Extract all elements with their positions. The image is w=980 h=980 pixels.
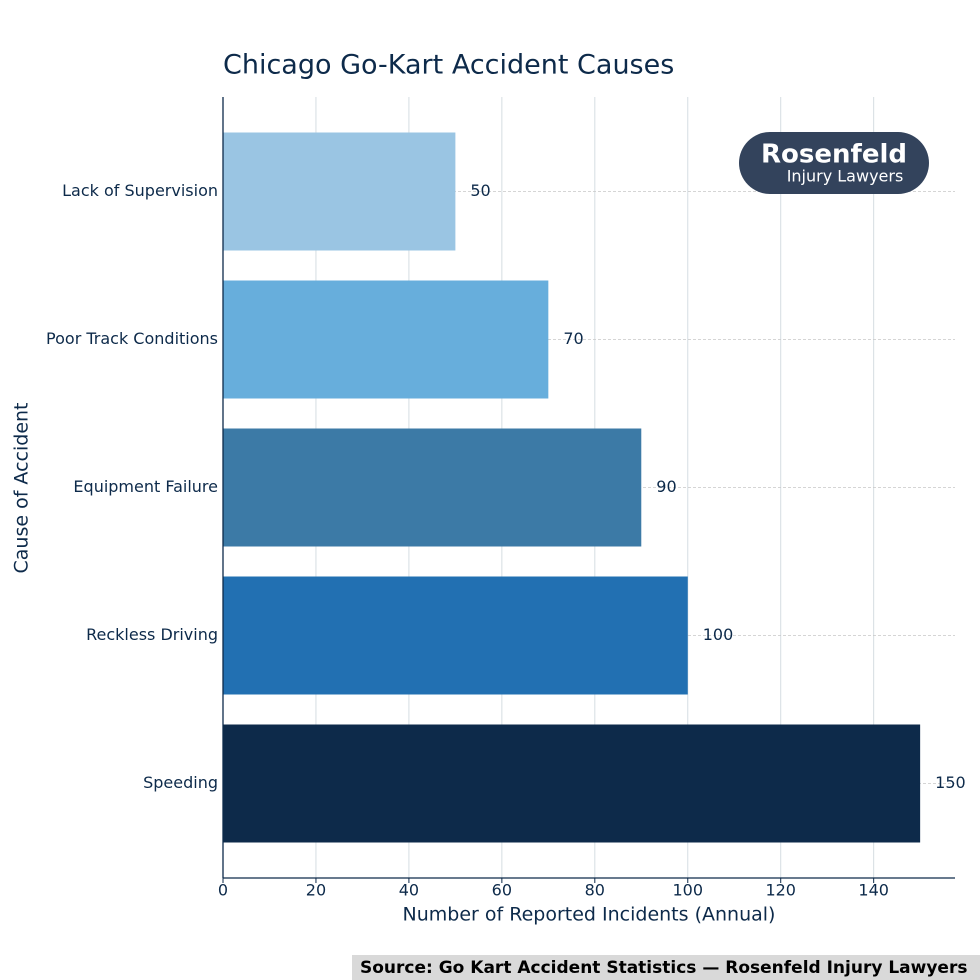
source: Source: Go Kart Accident Statistics — Ro…	[360, 958, 967, 978]
x-tick-label: 140	[858, 881, 889, 900]
x-tick-label: 40	[399, 881, 419, 900]
bar	[223, 724, 921, 843]
logo-tagline: Injury Lawyers	[787, 167, 904, 186]
x-tick-label: 20	[306, 881, 326, 900]
value-label: 50	[470, 181, 490, 200]
logo-name: Rosenfeld	[761, 140, 907, 170]
y-tick-label: Speeding	[143, 773, 218, 792]
value-label: 90	[656, 477, 676, 496]
y-tick-label: Poor Track Conditions	[46, 329, 218, 348]
y-tick-label: Lack of Supervision	[62, 181, 218, 200]
x-axis-label: Number of Reported Incidents (Annual)	[403, 904, 776, 926]
value-label: 150	[935, 773, 966, 792]
x-tick-label: 120	[765, 881, 796, 900]
logo-pill	[739, 132, 929, 194]
x-tick-label: 100	[672, 881, 703, 900]
bar	[223, 280, 549, 399]
y-tick-label: Reckless Driving	[86, 625, 218, 644]
bar	[223, 428, 642, 547]
x-tick-label: 80	[585, 881, 605, 900]
value-label: 100	[703, 625, 734, 644]
source-box	[352, 955, 980, 980]
bar	[223, 132, 456, 251]
y-tick-label: Equipment Failure	[73, 477, 218, 496]
x-tick-label: 0	[218, 881, 228, 900]
y-axis-label: Cause of Accident	[11, 402, 33, 573]
bar	[223, 576, 688, 695]
x-tick-label: 60	[492, 881, 512, 900]
value-label: 70	[563, 329, 583, 348]
logo: Rosenfeld Injury Lawyers	[739, 132, 929, 194]
chart-title: Chicago Go-Kart Accident Causes	[223, 50, 674, 81]
